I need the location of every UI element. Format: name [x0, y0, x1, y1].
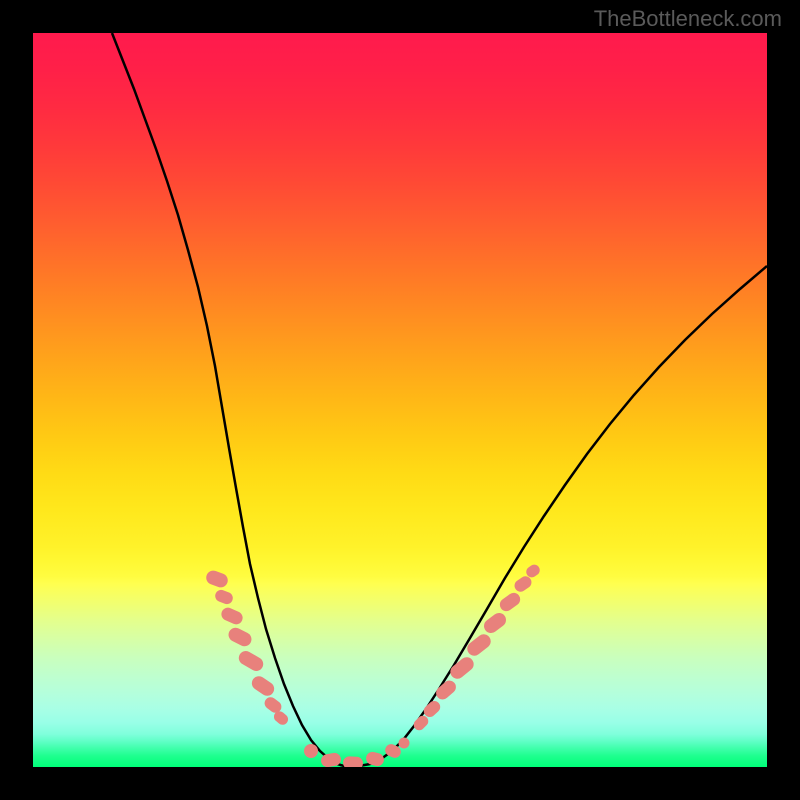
chart-background	[33, 33, 767, 767]
watermark-text: TheBottleneck.com	[594, 6, 782, 32]
chart-plot-area	[33, 33, 767, 767]
chart-svg	[33, 33, 767, 767]
